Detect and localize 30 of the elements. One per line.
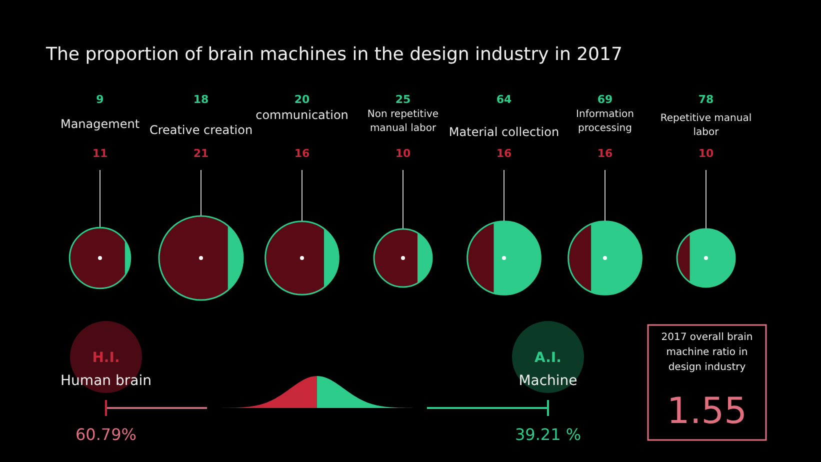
text: A.I. bbox=[534, 350, 562, 366]
data-label: 16 bbox=[496, 147, 512, 160]
data-label: 16 bbox=[294, 147, 310, 160]
data-label: 69 bbox=[597, 93, 613, 106]
text: Human brain bbox=[60, 373, 152, 389]
category-label: Non repetitive manual labor bbox=[367, 109, 439, 134]
category-label: Material collection bbox=[448, 125, 560, 139]
text: The proportion of brain machines in the design industry in 2017 bbox=[45, 44, 622, 65]
text: H.I. bbox=[92, 350, 120, 366]
text: 39.21 % bbox=[514, 425, 582, 444]
text: 60.79% bbox=[75, 425, 137, 444]
data-label: 21 bbox=[193, 147, 209, 160]
category-label: Creative creation bbox=[149, 123, 253, 137]
data-label: 10 bbox=[698, 147, 714, 160]
data-label: 10 bbox=[395, 147, 411, 160]
data-label: 78 bbox=[698, 93, 714, 106]
text: 2017 overall brain machine ratio in design industry bbox=[661, 332, 753, 373]
text: 1.55 bbox=[666, 391, 748, 432]
category-label: Repetitive manual labor bbox=[660, 113, 752, 138]
data-label: 11 bbox=[92, 147, 108, 160]
category-label: Information processing bbox=[576, 109, 634, 134]
category-label: Management bbox=[60, 117, 140, 131]
data-label: 25 bbox=[395, 93, 411, 106]
data-label: 18 bbox=[193, 93, 209, 106]
data-label: 64 bbox=[496, 93, 512, 106]
category-label: communication bbox=[256, 108, 348, 122]
data-label: 9 bbox=[96, 93, 104, 106]
text: Machine bbox=[518, 373, 578, 389]
data-label: 16 bbox=[597, 147, 613, 160]
data-label: 20 bbox=[294, 93, 310, 106]
